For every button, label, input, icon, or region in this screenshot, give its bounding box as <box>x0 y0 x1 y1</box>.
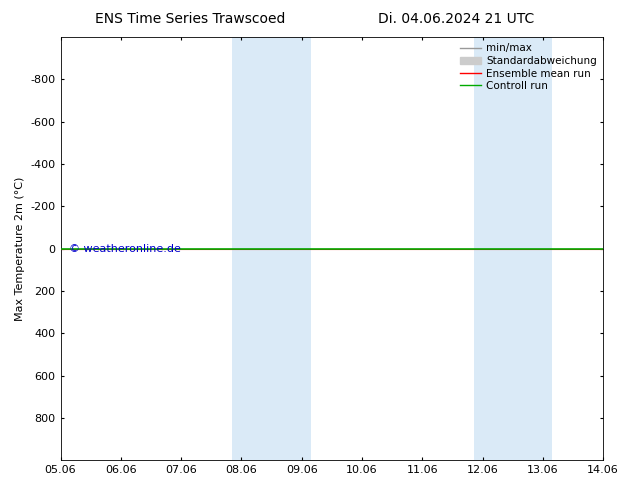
Bar <box>513 37 552 460</box>
Text: © weatheronline.de: © weatheronline.de <box>68 244 181 254</box>
Bar <box>474 37 513 460</box>
Bar <box>271 37 311 460</box>
Y-axis label: Max Temperature 2m (°C): Max Temperature 2m (°C) <box>15 176 25 321</box>
Text: Di. 04.06.2024 21 UTC: Di. 04.06.2024 21 UTC <box>378 12 534 26</box>
Bar <box>232 37 271 460</box>
Text: ENS Time Series Trawscoed: ENS Time Series Trawscoed <box>95 12 285 26</box>
Legend: min/max, Standardabweichung, Ensemble mean run, Controll run: min/max, Standardabweichung, Ensemble me… <box>456 39 601 95</box>
